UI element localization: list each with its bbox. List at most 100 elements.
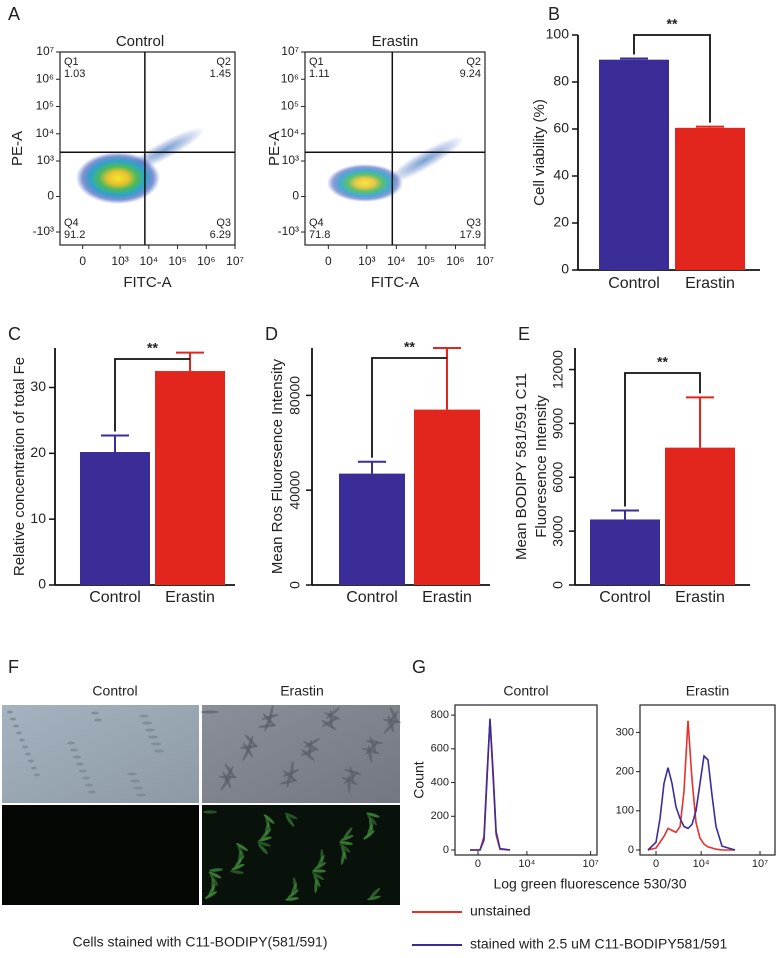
x-tick-label: 10⁴ bbox=[140, 254, 159, 268]
y-tick-label: 0 bbox=[47, 189, 54, 203]
legend-label: stained with 2.5 uM C11-BODIPY581/591 bbox=[470, 936, 728, 952]
cell bbox=[204, 891, 218, 899]
cell bbox=[230, 870, 244, 874]
cell bbox=[293, 877, 297, 891]
cell bbox=[383, 718, 401, 724]
cell bbox=[237, 845, 245, 859]
cell bbox=[312, 872, 324, 880]
y-tick-label: 10⁷ bbox=[36, 44, 54, 58]
cell bbox=[139, 714, 149, 718]
quadrant-name: Q4 bbox=[64, 217, 79, 229]
x-tick-label: 10⁶ bbox=[197, 254, 215, 268]
significance-bracket bbox=[371, 357, 447, 458]
histogram-line bbox=[647, 754, 736, 851]
y-tick-label: 800 bbox=[431, 709, 449, 721]
cell bbox=[284, 812, 298, 820]
cell bbox=[366, 812, 380, 818]
cell bbox=[242, 745, 252, 761]
y-tick-label: 300 bbox=[616, 726, 634, 738]
y-tick-label: 80000 bbox=[287, 376, 303, 415]
y-tick-label: 200 bbox=[431, 810, 449, 822]
cell bbox=[28, 759, 34, 763]
cell bbox=[85, 783, 93, 787]
quadrant-value: 17.9 bbox=[460, 229, 481, 241]
cell bbox=[67, 741, 75, 745]
cell bbox=[263, 814, 275, 824]
significance-bracket bbox=[114, 358, 190, 432]
cell bbox=[142, 721, 152, 725]
cell bbox=[133, 786, 143, 790]
cell bbox=[31, 766, 37, 770]
cell bbox=[127, 772, 137, 776]
y-tick-label: 10⁵ bbox=[281, 99, 299, 113]
y-tick-label: 80 bbox=[553, 73, 569, 89]
cell bbox=[94, 718, 102, 722]
cell bbox=[365, 740, 383, 744]
x-tick-label: 10⁶ bbox=[446, 254, 464, 268]
x-tick-label: 10³ bbox=[111, 254, 128, 268]
bar bbox=[599, 59, 669, 270]
x-tick-label: Control bbox=[89, 589, 141, 606]
y-tick-label: -10³ bbox=[278, 224, 299, 238]
cell bbox=[22, 745, 28, 749]
x-tick-label: Control bbox=[346, 589, 398, 606]
bar bbox=[155, 371, 225, 585]
y-tick-label: 0 bbox=[561, 261, 569, 277]
micrograph-grid bbox=[2, 705, 401, 905]
x-tick-label: 0 bbox=[475, 858, 481, 870]
micrograph bbox=[2, 705, 199, 803]
plot-frame bbox=[59, 51, 236, 246]
y-axis-label: Mean Ros Fluoresence Intensity bbox=[269, 358, 286, 574]
cell bbox=[151, 742, 161, 746]
image-column-title: Control bbox=[92, 683, 137, 699]
significance-label: ** bbox=[667, 16, 678, 32]
legend-label: unstained bbox=[470, 903, 531, 919]
y-tick-label: 10⁵ bbox=[36, 99, 54, 113]
quadrant-name: Q3 bbox=[466, 217, 481, 229]
y-tick-label: 10⁴ bbox=[280, 126, 299, 140]
y-tick-label: 20 bbox=[30, 444, 46, 460]
cell bbox=[236, 842, 248, 852]
cell bbox=[321, 719, 337, 731]
y-tick-label: 0 bbox=[292, 189, 299, 203]
image-column-title: Erastin bbox=[280, 683, 324, 699]
chart-title: Erastin bbox=[372, 33, 419, 50]
cell bbox=[136, 793, 146, 797]
y-tick-label: 100 bbox=[616, 805, 634, 817]
significance-label: ** bbox=[147, 340, 158, 356]
panel-label: B bbox=[548, 4, 560, 24]
cell bbox=[79, 769, 87, 773]
quadrant-value: 71.8 bbox=[309, 229, 330, 241]
plot-frame bbox=[304, 51, 486, 246]
y-tick-label: 30 bbox=[30, 378, 46, 394]
cell bbox=[301, 748, 315, 762]
bar bbox=[414, 409, 480, 585]
x-tick-label: Erastin bbox=[675, 589, 725, 606]
y-tick-label: 400 bbox=[431, 776, 449, 788]
x-axis-label: FITC-A bbox=[123, 274, 171, 291]
x-tick-label: 10⁴ bbox=[518, 858, 535, 870]
image-caption: Cells stained with C11-BODIPY(581/591) bbox=[73, 934, 328, 950]
y-axis-label: Cell viability (%) bbox=[531, 99, 548, 206]
y-axis-label: Count bbox=[411, 761, 427, 798]
cell bbox=[19, 738, 25, 742]
y-axis-label: PE-A bbox=[9, 131, 26, 166]
cell bbox=[368, 818, 374, 832]
cell bbox=[34, 773, 40, 777]
y-axis-label: Mean BODIPY 581/591 C11 bbox=[513, 373, 530, 560]
y-axis-label: Relative concentration of total Fe bbox=[11, 357, 28, 576]
y-tick-label: 10³ bbox=[282, 153, 299, 167]
cell bbox=[367, 814, 377, 826]
x-tick-label: 10⁷ bbox=[476, 254, 494, 268]
cell bbox=[285, 815, 295, 827]
y-tick-label: 40000 bbox=[287, 471, 303, 510]
quadrant-value: 1.03 bbox=[64, 68, 85, 80]
significance-bracket bbox=[624, 372, 701, 507]
panel-label: D bbox=[265, 324, 278, 344]
y-tick-label: 6000 bbox=[550, 461, 566, 492]
cell bbox=[145, 728, 155, 732]
histogram-line bbox=[470, 720, 511, 851]
y-tick-label: 10 bbox=[30, 510, 46, 526]
y-tick-label: 0 bbox=[443, 844, 449, 856]
y-tick-label: 0 bbox=[287, 581, 303, 589]
